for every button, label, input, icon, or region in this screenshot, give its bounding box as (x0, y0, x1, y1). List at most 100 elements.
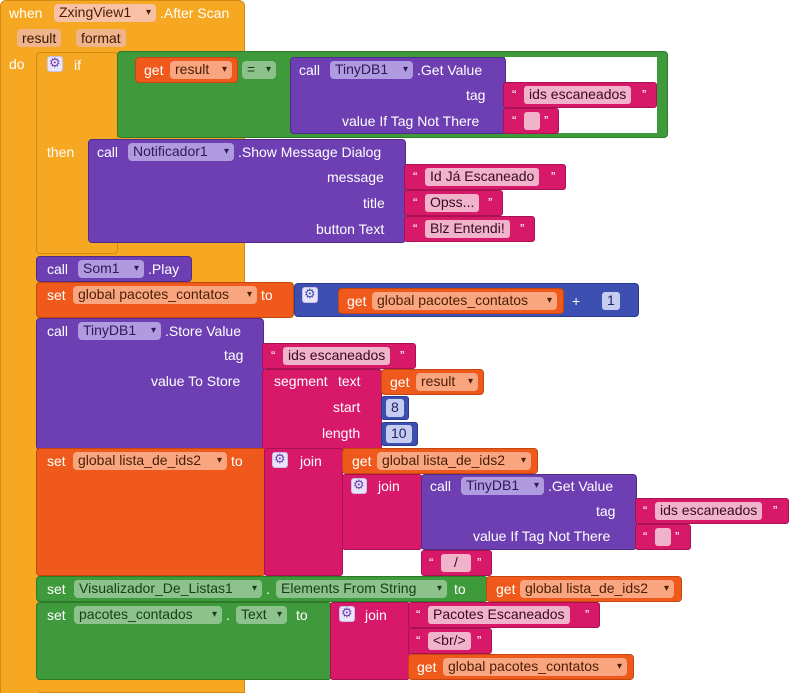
notifier-method: .Show Message Dialog (238, 144, 382, 160)
get-pacotes-dropdown[interactable]: global pacotes_contatos (443, 658, 627, 676)
to-label: to (231, 453, 243, 469)
close-quote-icon: ” (551, 169, 556, 184)
component-dropdown[interactable]: ZxingView1 (54, 4, 156, 22)
button-text-label: button Text (316, 221, 385, 237)
open-quote-icon: “ (271, 348, 276, 363)
get-label: get (144, 62, 164, 78)
pacotes-var-dropdown[interactable]: global pacotes_contatos (73, 286, 257, 304)
close-quote-icon: ” (773, 503, 778, 518)
close-quote-icon: ” (544, 113, 549, 128)
mutator-gear-icon[interactable] (272, 451, 288, 468)
br-string[interactable]: <br/> (428, 632, 471, 650)
result-dropdown[interactable]: result (416, 373, 478, 391)
open-quote-icon: “ (643, 503, 648, 518)
param-result[interactable]: result (17, 29, 62, 47)
do-label: do (9, 56, 25, 72)
operator-dropdown[interactable]: = (242, 61, 276, 79)
value-if-label: value If Tag Not There (342, 113, 480, 129)
mutator-gear-icon[interactable] (47, 55, 63, 72)
open-quote-icon: “ (413, 169, 418, 184)
inner-join-label: join (378, 478, 400, 494)
text-label: text (338, 373, 361, 389)
tag-string[interactable]: ids escaneados (283, 347, 391, 365)
to-label: to (454, 581, 466, 597)
get-value-method: .Get Value (417, 62, 483, 78)
segment-label: segment (274, 373, 328, 389)
if-label: if (74, 57, 81, 73)
start-number[interactable]: 8 (386, 399, 404, 417)
var-dropdown[interactable]: result (170, 61, 232, 79)
notifier-dropdown[interactable]: Notificador1 (128, 143, 234, 161)
text-property-dropdown[interactable]: Text (236, 606, 287, 624)
tag-string[interactable]: ids escaneados (655, 502, 763, 520)
close-quote-icon: ” (642, 87, 647, 102)
number-one[interactable]: 1 (602, 292, 620, 310)
close-quote-icon: ” (675, 529, 680, 544)
set-label: set (47, 453, 66, 469)
visualizador-dropdown[interactable]: Visualizador_De_Listas1 (74, 580, 262, 598)
pacotes-string[interactable]: Pacotes Escaneados (428, 606, 570, 624)
join-block[interactable] (264, 448, 343, 576)
store-value-block[interactable] (36, 318, 264, 450)
call-label: call (47, 323, 69, 339)
message-string[interactable]: Id Já Escaneado (425, 168, 540, 186)
tag-string[interactable]: ids escaneados (524, 86, 632, 104)
play-method: .Play (148, 261, 180, 277)
set-label: set (47, 607, 66, 623)
get-pacotes-dropdown[interactable]: global pacotes_contatos (372, 292, 557, 310)
open-quote-icon: “ (512, 113, 517, 128)
close-quote-icon: ” (585, 607, 590, 622)
event-block-body-cover (0, 50, 38, 693)
length-label: length (322, 425, 361, 441)
when-label: when (9, 5, 43, 21)
property-dropdown[interactable]: Elements From String (276, 580, 447, 598)
separator-string[interactable]: / (441, 554, 471, 572)
get-lista-dropdown[interactable]: global lista_de_ids2 (377, 452, 531, 470)
dot-label: . (226, 607, 230, 623)
mutator-gear-icon[interactable] (351, 477, 367, 494)
tinydb-dropdown[interactable]: TinyDB1 (330, 61, 413, 79)
set-label: set (47, 581, 66, 597)
get-label: get (496, 581, 516, 597)
som-dropdown[interactable]: Som1 (78, 260, 144, 278)
get-lista-dropdown[interactable]: global lista_de_ids2 (520, 580, 674, 598)
join-label: join (300, 453, 322, 469)
get-label: get (417, 659, 437, 675)
empty-string[interactable] (524, 112, 540, 130)
param-format[interactable]: format (76, 29, 126, 47)
mutator-gear-icon[interactable] (339, 605, 355, 622)
join-label: join (365, 607, 387, 623)
close-quote-icon: ” (488, 195, 493, 210)
length-number[interactable]: 10 (386, 425, 412, 443)
open-quote-icon: “ (429, 555, 434, 570)
close-quote-icon: ” (400, 348, 405, 363)
message-label: message (327, 169, 384, 185)
empty-string[interactable] (655, 528, 671, 546)
tinydb-dropdown[interactable]: TinyDB1 (78, 322, 161, 340)
tinydb-dropdown[interactable]: TinyDB1 (461, 477, 544, 495)
get-value-method: .Get Value (548, 478, 614, 494)
to-label: to (296, 607, 308, 623)
lista-var-dropdown[interactable]: global lista_de_ids2 (73, 452, 227, 470)
button-string[interactable]: Blz Entendi! (425, 220, 510, 238)
mutator-gear-icon[interactable] (302, 286, 318, 303)
get-label: get (352, 453, 372, 469)
segment-block[interactable] (262, 369, 382, 450)
get-label: get (347, 293, 367, 309)
open-quote-icon: “ (512, 87, 517, 102)
value-if-label: value If Tag Not There (473, 528, 611, 544)
close-quote-icon: ” (477, 633, 482, 648)
event-name: .After Scan (160, 5, 230, 21)
open-quote-icon: “ (413, 221, 418, 236)
call-label: call (299, 62, 321, 78)
title-string[interactable]: Opss... (425, 194, 480, 212)
value-to-store-label: value To Store (151, 373, 241, 389)
close-quote-icon: ” (477, 555, 482, 570)
label-component-dropdown[interactable]: pacotes_contados (74, 606, 222, 624)
open-quote-icon: “ (416, 607, 421, 622)
plus-label: + (572, 293, 581, 309)
to-label: to (261, 287, 273, 303)
call-label: call (430, 478, 452, 494)
dot-label: . (266, 581, 270, 597)
tag-label: tag (224, 347, 244, 363)
